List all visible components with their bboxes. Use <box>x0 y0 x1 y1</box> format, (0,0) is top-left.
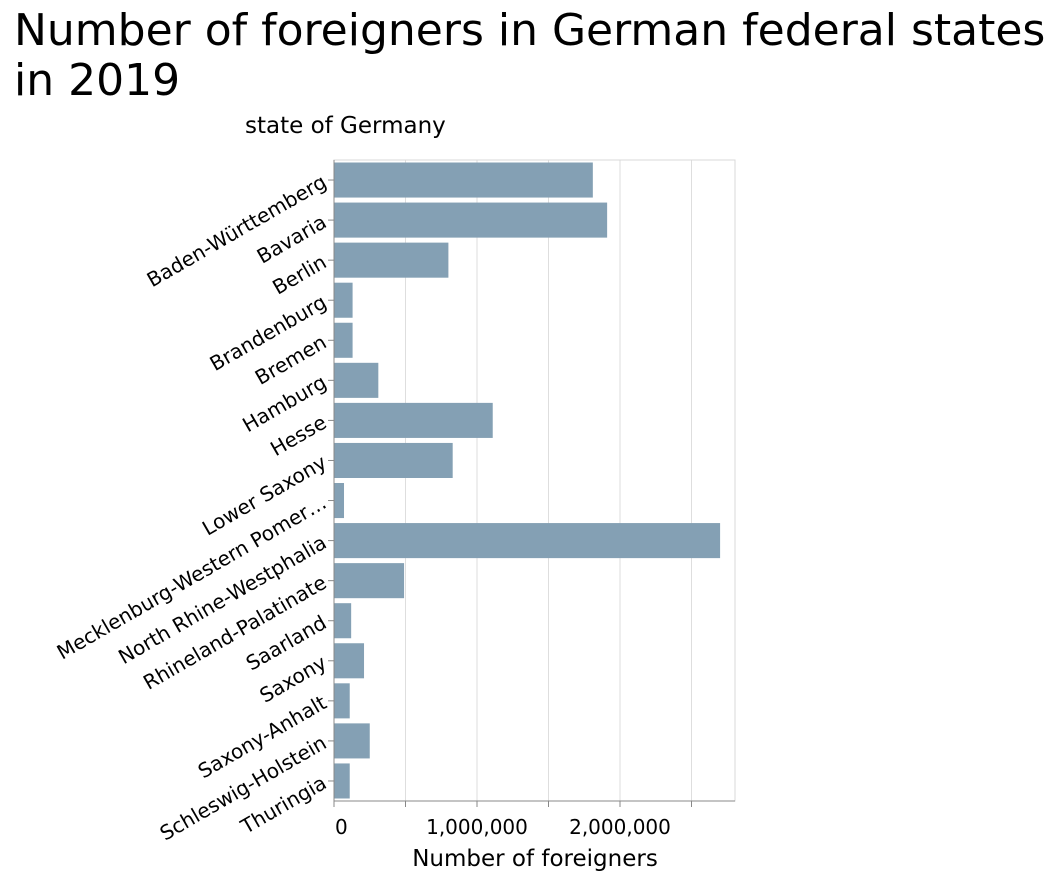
x-axis-title: Number of foreigners <box>412 846 658 872</box>
bar <box>334 322 353 358</box>
bar <box>334 643 365 679</box>
bar <box>334 723 370 759</box>
bar <box>334 763 350 799</box>
chart-title: Number of foreigners in German federal s… <box>14 5 1046 106</box>
bar <box>334 442 453 478</box>
bar <box>334 603 352 639</box>
bar <box>334 362 379 398</box>
bar <box>334 523 721 559</box>
x-ticks: 0 1,000,000 2,000,000 <box>333 801 692 839</box>
x-tick-label: 1,000,000 <box>426 815 528 839</box>
x-tick-label: 2,000,000 <box>569 815 671 839</box>
bar <box>334 483 345 519</box>
bar <box>334 242 449 278</box>
bar <box>334 563 405 599</box>
bar <box>334 202 608 238</box>
y-ticks: Baden-WürttembergBavariaBerlinBrandenbur… <box>53 170 334 845</box>
bar <box>334 402 493 438</box>
y-axis-title: state of Germany <box>245 113 446 139</box>
bar <box>334 683 350 719</box>
axes <box>333 159 736 802</box>
bar <box>334 282 353 318</box>
bars <box>334 162 721 799</box>
x-tick-label: 0 <box>335 815 348 839</box>
bar <box>334 162 593 198</box>
